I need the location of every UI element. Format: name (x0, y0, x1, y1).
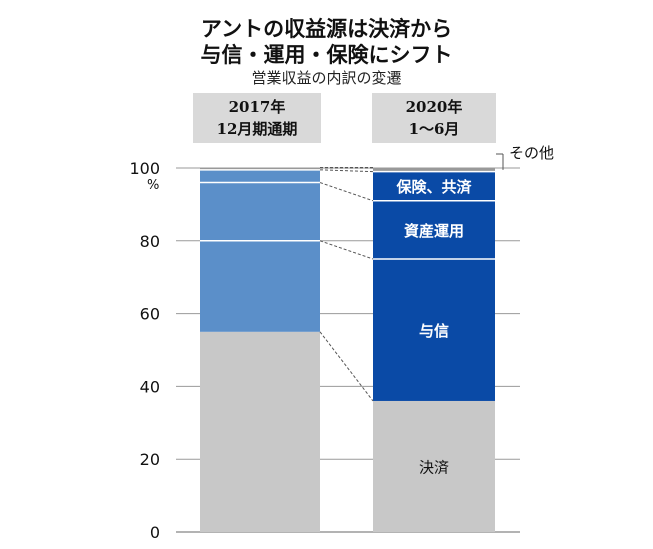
bar-segment (373, 259, 495, 401)
column-header-2020-line2: 1～6月 (408, 120, 460, 138)
chart-title-line1: アントの収益源は決済から (200, 17, 453, 41)
y-axis-unit: % (147, 178, 159, 193)
bar-segment (200, 168, 320, 170)
connector-line (319, 182, 374, 202)
y-tick-label: 0 (150, 523, 160, 542)
chart-subtitle: 営業収益の内訳の変遷 (251, 69, 402, 87)
bar-segment (200, 182, 320, 241)
segment-label: 決済 (419, 458, 449, 476)
other-label: その他 (509, 144, 554, 162)
bar-segment (200, 331, 320, 532)
bar-segment (200, 169, 320, 183)
bar-segment (200, 240, 320, 332)
connector-line (319, 169, 374, 173)
connector-line (319, 240, 374, 260)
column-header-2020: 2020年 1～6月 (372, 93, 496, 143)
y-tick-label: 60 (140, 305, 160, 324)
y-tick-label: 40 (140, 377, 160, 396)
bar-segment (373, 168, 495, 172)
segment-label: 与信 (419, 322, 449, 340)
connector-line (319, 331, 374, 402)
bar-segment (373, 200, 495, 259)
bar-segment (373, 400, 495, 532)
column-header-2020-line1: 2020年 (405, 98, 463, 116)
column-header-2017-line2: 12月期通期 (216, 120, 298, 138)
y-tick-label: 80 (140, 232, 160, 251)
column-header-2017-line1: 2017年 (228, 98, 286, 116)
chart-title-line2: 与信・運用・保険にシフト (200, 43, 453, 67)
bar-segment (373, 171, 495, 201)
segment-label: 資産運用 (404, 222, 464, 240)
y-tick-label: 100 (129, 159, 160, 178)
y-tick-label: 20 (140, 450, 160, 469)
segment-label: 保険、共済 (395, 178, 472, 196)
column-header-2017: 2017年 12月期通期 (193, 93, 321, 143)
